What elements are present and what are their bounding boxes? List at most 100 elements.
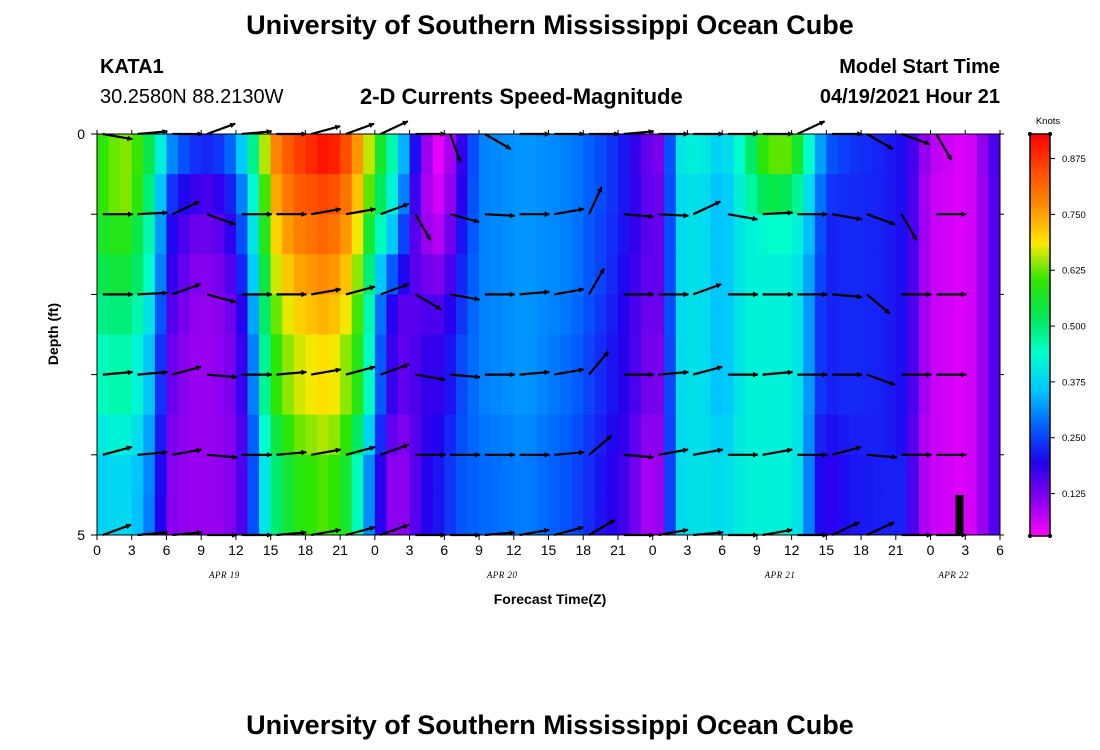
x-tick-label: 6 xyxy=(163,542,171,558)
heatmap-cell xyxy=(536,374,550,416)
date-label: APR 20 xyxy=(486,570,518,580)
heatmap-cell xyxy=(710,494,723,535)
heatmap-cell xyxy=(490,374,503,416)
x-tick-label: 15 xyxy=(819,542,835,558)
heatmap-cell xyxy=(282,134,295,175)
heatmap-cell xyxy=(722,414,735,456)
heatmap-cell xyxy=(699,214,712,255)
heatmap-cell xyxy=(687,214,700,255)
heatmap-cell xyxy=(201,494,214,535)
heatmap-cell xyxy=(97,334,110,376)
heatmap-cell xyxy=(756,414,770,456)
heatmap-cell xyxy=(235,414,249,456)
heatmap-cell xyxy=(976,254,990,295)
heatmap-cell xyxy=(814,174,827,215)
heatmap-cell xyxy=(756,214,770,255)
date-label: APR 22 xyxy=(937,570,969,580)
x-tick-label: 18 xyxy=(575,542,591,558)
heatmap-cell xyxy=(120,254,133,295)
heatmap-cell xyxy=(316,134,330,175)
heatmap-cell xyxy=(571,214,584,255)
heatmap-cell xyxy=(826,134,839,175)
heatmap-cell xyxy=(305,134,318,175)
heatmap-cell xyxy=(398,174,411,215)
footer-title: University of Southern Mississippi Ocean… xyxy=(246,710,854,740)
heatmap-cell xyxy=(305,254,318,295)
heatmap-cell xyxy=(861,254,874,295)
heatmap-cell xyxy=(768,294,781,336)
current-vector-arrow xyxy=(866,293,891,315)
current-vector-arrow xyxy=(588,267,605,295)
heatmap-cell xyxy=(328,454,341,496)
current-vector-arrow xyxy=(415,373,446,382)
heatmap-cell xyxy=(108,454,121,496)
heatmap-cell xyxy=(224,414,237,456)
current-vector-arrow xyxy=(449,213,480,224)
x-tick-label: 0 xyxy=(927,542,935,558)
heatmap-cell xyxy=(699,414,712,456)
heatmap-cell xyxy=(120,294,133,336)
heatmap-cell xyxy=(652,214,665,255)
heatmap-cell xyxy=(617,294,631,336)
heatmap-cell xyxy=(166,374,179,416)
x-tick-label: 15 xyxy=(541,542,557,558)
heatmap-cell xyxy=(629,134,642,175)
heatmap-cell xyxy=(351,494,364,535)
current-vector-arrow xyxy=(484,212,516,219)
heatmap-cell xyxy=(166,134,179,175)
heatmap-cell xyxy=(525,214,538,255)
heatmap-cell xyxy=(328,214,341,255)
heatmap-cell xyxy=(259,414,272,456)
heatmap-cell xyxy=(166,414,179,456)
current-vector-arrow xyxy=(554,287,585,296)
heatmap-cell xyxy=(282,414,295,456)
x-tick-label: 9 xyxy=(753,542,761,558)
heatmap-cell xyxy=(872,214,885,255)
colorbar: Knots 0.125 0.250 0.375 0.500 0.625 0.750 0.87… xyxy=(1028,116,1086,538)
current-vector-arrow xyxy=(345,207,376,216)
heatmap-cell xyxy=(259,454,272,496)
heatmap-cell xyxy=(293,174,306,215)
heatmap-cell xyxy=(617,454,631,496)
heatmap-cell xyxy=(131,454,144,496)
heatmap-cell xyxy=(409,254,422,295)
heatmap-cell xyxy=(154,214,168,255)
heatmap-cell xyxy=(386,334,399,376)
heatmap-cell xyxy=(699,374,712,416)
heatmap-cell xyxy=(201,334,214,376)
heatmap-cell xyxy=(780,294,793,336)
heatmap-cell xyxy=(884,414,897,456)
heatmap-cell xyxy=(386,414,399,456)
heatmap-cell xyxy=(884,254,897,295)
heatmap-cell xyxy=(166,334,179,376)
heatmap-cell xyxy=(745,414,758,456)
heatmap-cell xyxy=(756,294,770,336)
heatmap-cell xyxy=(432,454,445,496)
heatmap-cell xyxy=(328,334,341,376)
heatmap-cell xyxy=(953,374,966,416)
heatmap-cell xyxy=(108,414,121,456)
heatmap-cell xyxy=(664,414,677,456)
current-vector-arrow xyxy=(623,453,655,460)
heatmap-cell xyxy=(467,494,480,535)
heatmap-cell xyxy=(976,134,990,175)
heatmap-cell xyxy=(780,494,793,535)
current-vector-arrow xyxy=(102,132,133,142)
heatmap-cell xyxy=(976,214,990,255)
heatmap-cell xyxy=(780,254,793,295)
current-vector-arrow xyxy=(345,122,375,136)
heatmap-cell xyxy=(316,294,330,336)
current-vector-arrow xyxy=(901,132,931,146)
heatmap-cell xyxy=(536,294,550,336)
heatmap-cell xyxy=(560,374,573,416)
heatmap-cell xyxy=(733,494,746,535)
heatmap-cell xyxy=(942,334,955,376)
colorbar-corner-dot xyxy=(1048,534,1052,538)
heatmap-cell xyxy=(803,134,816,175)
heatmap-cell xyxy=(340,454,353,496)
heatmap-cell xyxy=(837,254,851,295)
heatmap-cell xyxy=(247,494,260,535)
heatmap-cell xyxy=(421,294,434,336)
heatmap-cell xyxy=(722,494,735,535)
heatmap-cell xyxy=(791,414,804,456)
